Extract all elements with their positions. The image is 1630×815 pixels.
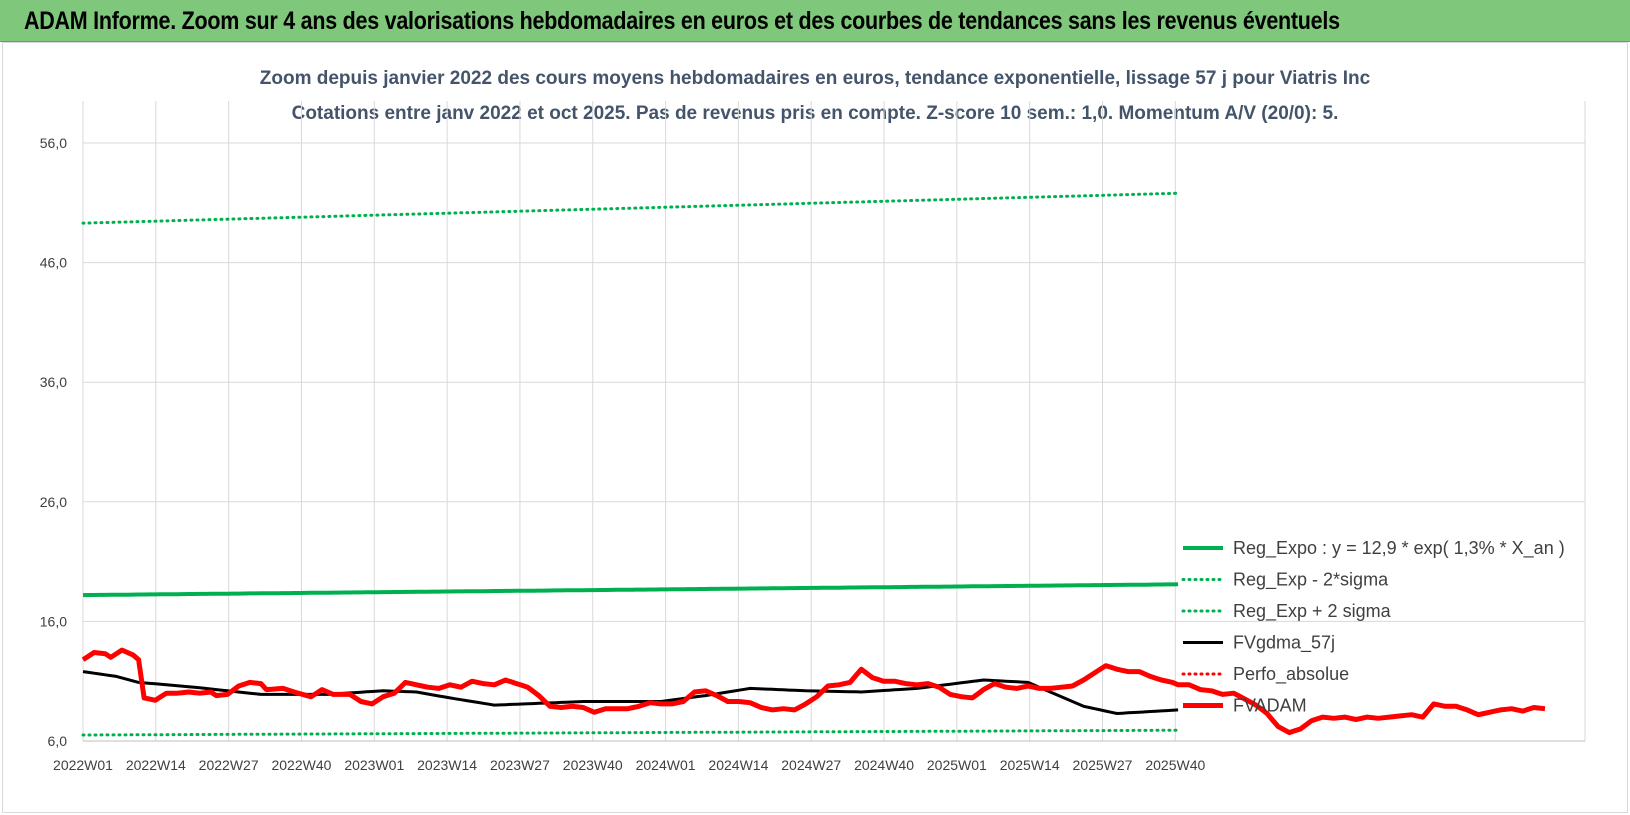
x-tick-label: 2025W14 bbox=[1000, 757, 1060, 773]
x-tick-label: 2025W01 bbox=[927, 757, 987, 773]
chart-subtitle: Cotations entre janv 2022 et oct 2025. P… bbox=[292, 103, 1339, 124]
legend-label-reg-plus: Reg_Exp + 2 sigma bbox=[1233, 601, 1392, 622]
x-tick-label: 2023W01 bbox=[344, 757, 404, 773]
legend-label-perfo: Perfo_absolue bbox=[1233, 664, 1349, 685]
x-tick-label: 2025W27 bbox=[1073, 757, 1133, 773]
series-lines bbox=[81, 191, 1546, 737]
y-tick-label: 16,0 bbox=[40, 613, 67, 629]
series-fvadam-line bbox=[81, 647, 1546, 736]
series-reg-minus-line bbox=[81, 728, 1180, 737]
legend-label-fvadam: FVADAM bbox=[1233, 696, 1307, 716]
x-tick-label: 2022W27 bbox=[199, 757, 259, 773]
y-tick-label: 46,0 bbox=[40, 255, 67, 271]
y-tick-label: 36,0 bbox=[40, 374, 67, 390]
chart-frame bbox=[2, 42, 1628, 813]
x-axis: 2022W01 2022W14 2022W27 2022W40 2023W01 2023W… bbox=[53, 757, 1205, 773]
gridlines bbox=[82, 101, 1586, 742]
series-reg-plus-line bbox=[81, 191, 1180, 225]
legend-label-reg-expo: Reg_Expo : y = 12,9 * exp( 1,3% * X_an ) bbox=[1233, 538, 1565, 559]
x-tick-label: 2025W40 bbox=[1145, 757, 1205, 773]
report-banner: ADAM Informe. Zoom sur 4 ans des valoris… bbox=[0, 0, 1630, 42]
series-reg-expo-line bbox=[82, 582, 1179, 598]
y-axis: 6,0 16,0 26,0 36,0 46,0 56,0 bbox=[40, 135, 67, 749]
x-tick-label: 2022W40 bbox=[271, 757, 331, 773]
chart-title: Zoom depuis janvier 2022 des cours moyen… bbox=[260, 68, 1371, 89]
x-tick-label: 2024W01 bbox=[636, 757, 696, 773]
y-tick-label: 6,0 bbox=[48, 733, 68, 749]
x-tick-label: 2022W01 bbox=[53, 757, 113, 773]
x-tick-label: 2023W14 bbox=[417, 757, 477, 773]
x-tick-label: 2024W14 bbox=[708, 757, 768, 773]
x-tick-label: 2023W40 bbox=[563, 757, 623, 773]
x-tick-label: 2024W40 bbox=[854, 757, 914, 773]
y-tick-label: 26,0 bbox=[40, 494, 67, 510]
x-tick-label: 2023W27 bbox=[490, 757, 550, 773]
legend-label-reg-minus: Reg_Exp - 2*sigma bbox=[1233, 570, 1389, 591]
legend: Reg_Expo : y = 12,9 * exp( 1,3% * X_an )… bbox=[1181, 538, 1565, 716]
legend-label-fvgdma: FVgdma_57j bbox=[1233, 633, 1335, 654]
y-tick-label: 56,0 bbox=[40, 135, 67, 151]
x-tick-label: 2022W14 bbox=[126, 757, 186, 773]
series-fvgdma-line bbox=[82, 670, 1179, 715]
report-title: ADAM Informe. Zoom sur 4 ans des valoris… bbox=[24, 7, 1340, 35]
x-tick-label: 2024W27 bbox=[781, 757, 841, 773]
